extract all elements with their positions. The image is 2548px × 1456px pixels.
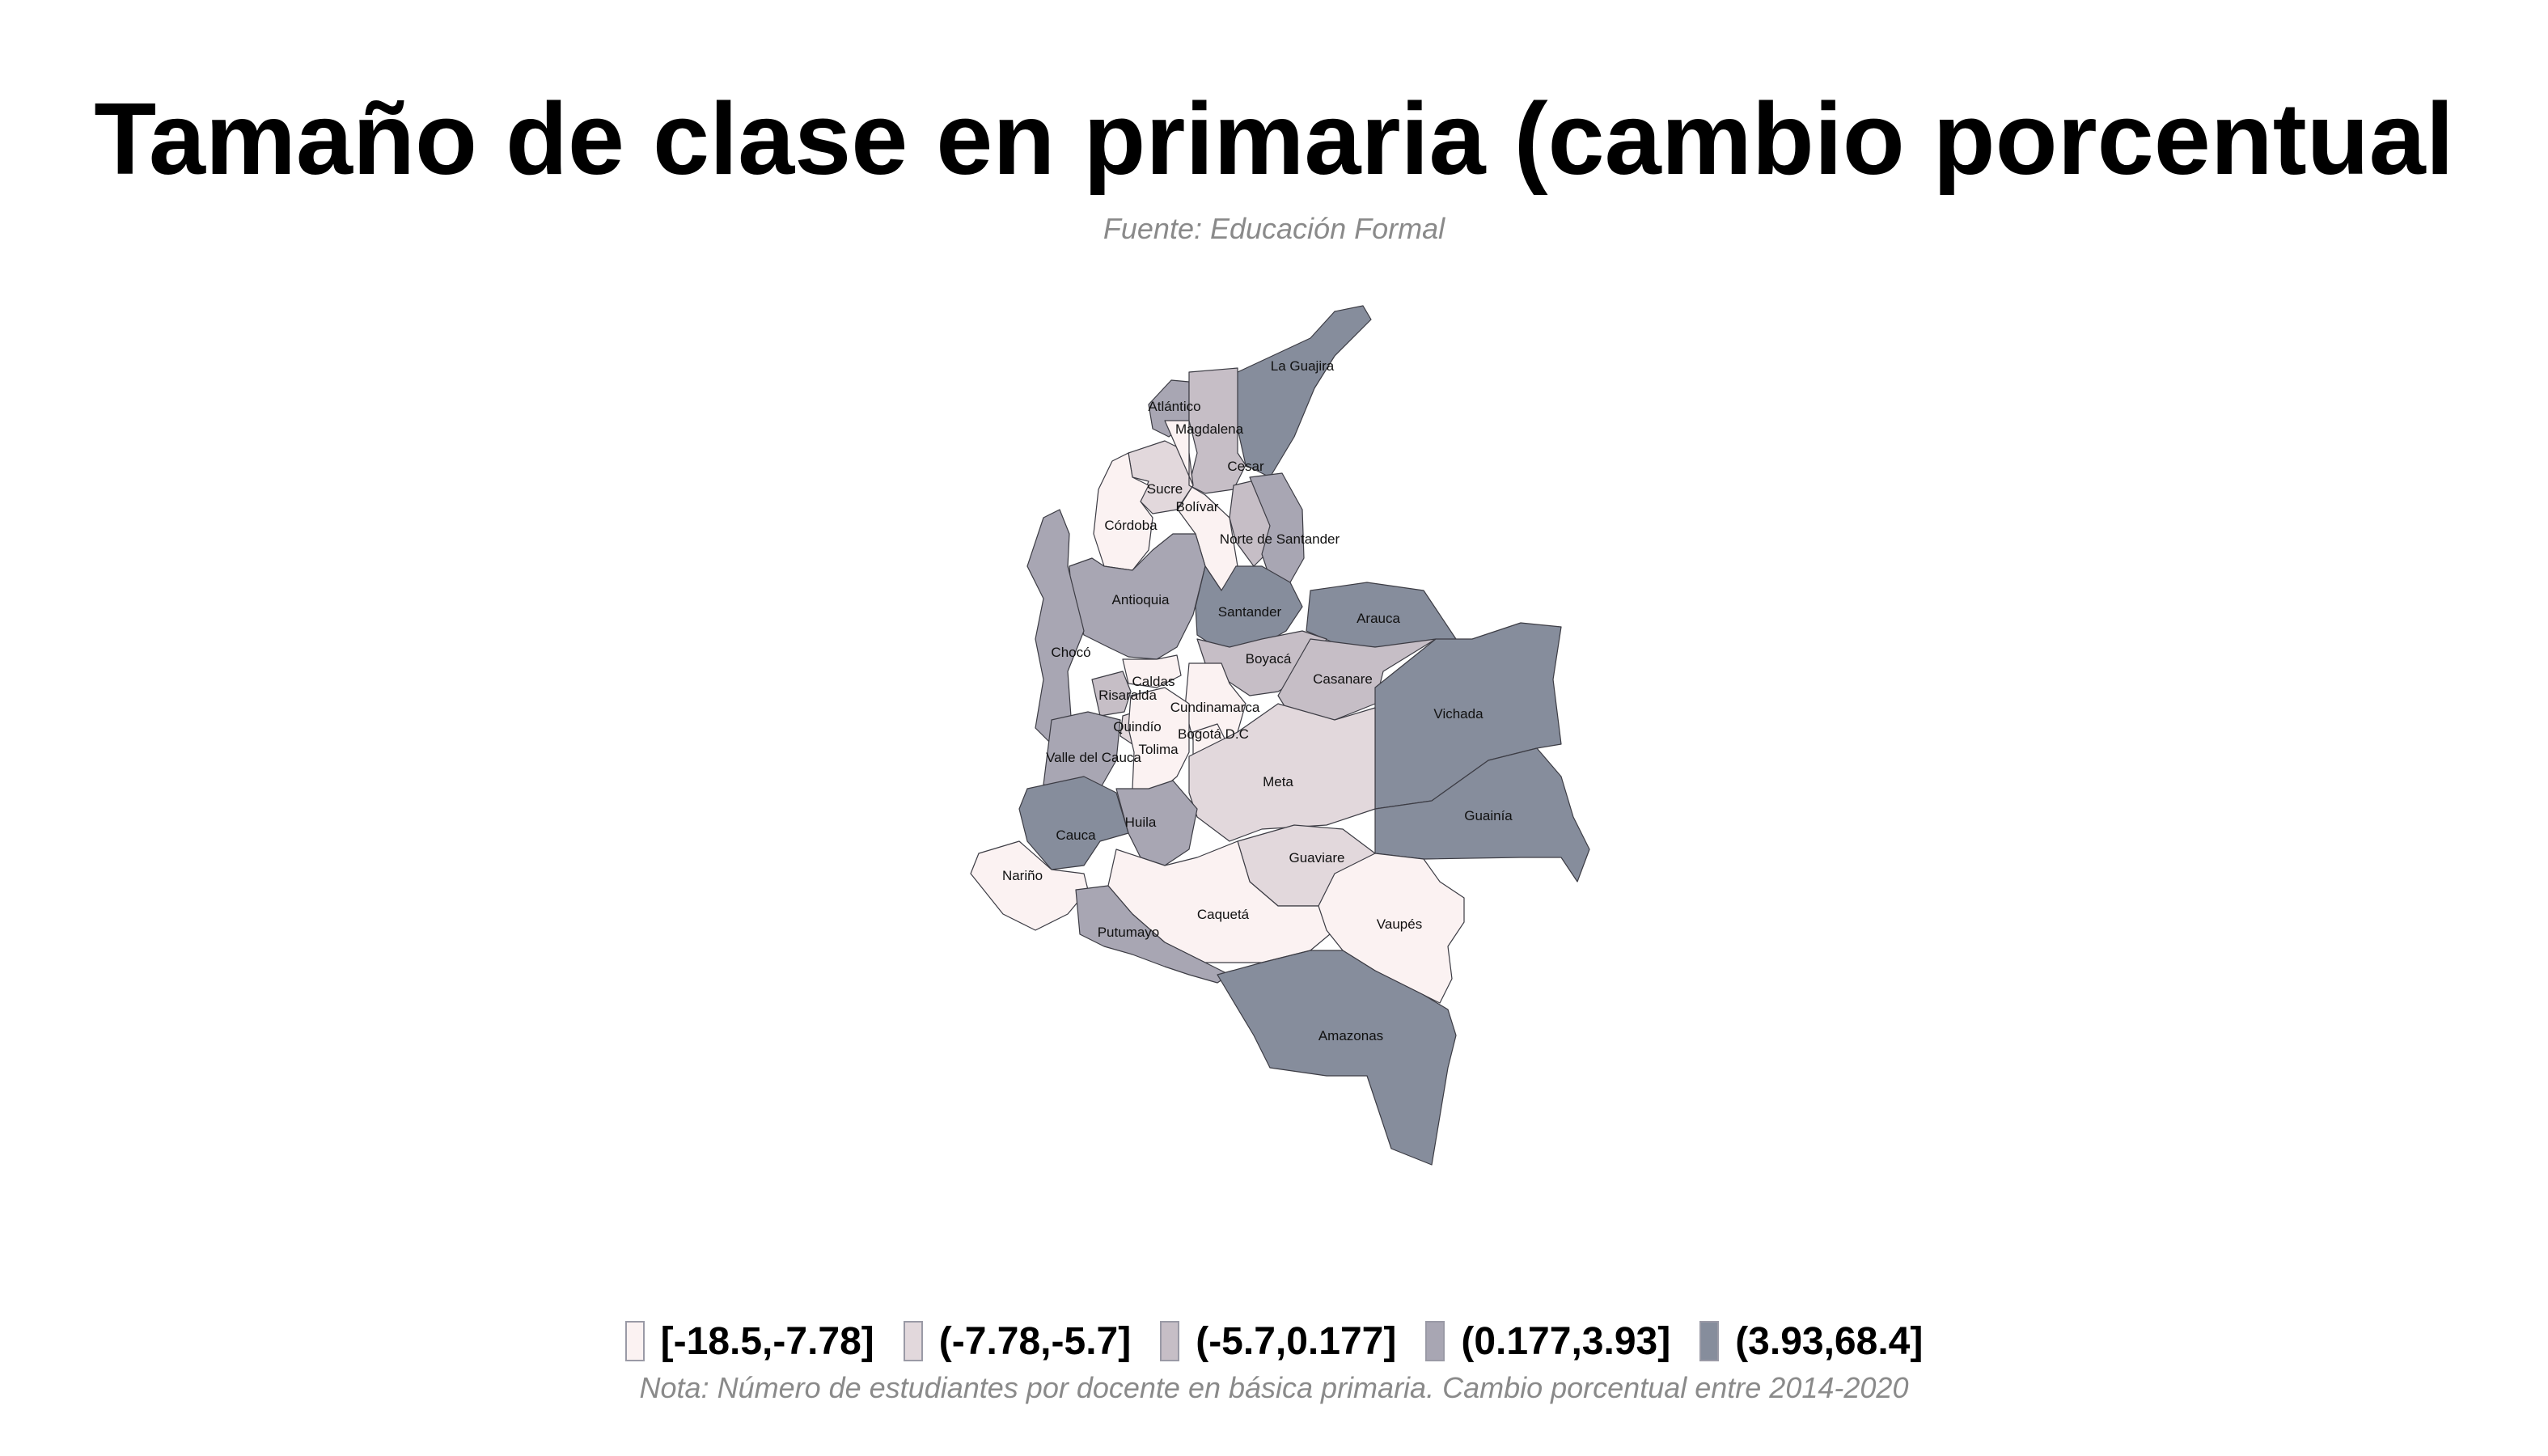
label-cundinamarca: Cundinamarca bbox=[1170, 700, 1260, 715]
label-caldas: Caldas bbox=[1132, 674, 1175, 689]
legend: [-18.5,-7.78] (-7.78,-5.7] (-5.7,0.177] … bbox=[0, 1309, 2548, 1373]
legend-item-3: (-5.7,0.177] bbox=[1160, 1319, 1396, 1364]
region-choco bbox=[1026, 509, 1085, 745]
legend-item-5: (3.93,68.4] bbox=[1699, 1319, 1923, 1364]
legend-label-2: (-7.78,-5.7] bbox=[938, 1319, 1132, 1363]
legend-item-4: (0.177,3.93] bbox=[1425, 1319, 1670, 1364]
region-risaralda bbox=[1091, 671, 1132, 717]
label-sucre: Sucre bbox=[1147, 481, 1183, 497]
label-bolivar: Bolívar bbox=[1176, 499, 1219, 514]
region-magdalena bbox=[1188, 367, 1246, 494]
label-vichada: Vichada bbox=[1433, 706, 1484, 722]
legend-swatch-5 bbox=[1699, 1321, 1720, 1361]
map-subtitle: Fuente: Educación Formal bbox=[1103, 212, 1445, 245]
region-caldas bbox=[1122, 654, 1182, 688]
label-santander: Santander bbox=[1218, 604, 1282, 620]
label-boyaca: Boyacá bbox=[1246, 651, 1292, 667]
label-huila: Huila bbox=[1125, 815, 1157, 830]
region-vaupes bbox=[1318, 853, 1465, 1004]
legend-swatch-1 bbox=[624, 1321, 645, 1361]
label-valle-del-cauca: Valle del Cauca bbox=[1046, 750, 1141, 765]
region-huila bbox=[1115, 780, 1198, 866]
region-la-guajira bbox=[1235, 305, 1372, 478]
region-amazonas bbox=[1217, 950, 1457, 1166]
label-caqueta: Caquetá bbox=[1197, 907, 1250, 922]
legend-item-1: [-18.5,-7.78] bbox=[624, 1319, 874, 1364]
label-meta: Meta bbox=[1263, 774, 1293, 789]
label-cordoba: Córdoba bbox=[1104, 518, 1158, 533]
label-cauca: Cauca bbox=[1056, 827, 1096, 843]
label-cesar: Cesar bbox=[1227, 459, 1264, 474]
label-la-guajira: La Guajira bbox=[1271, 358, 1335, 374]
label-arauca: Arauca bbox=[1357, 611, 1400, 626]
label-risaralda: Risaralda bbox=[1098, 688, 1157, 703]
map-note: Nota: Número de estudiantes por docente … bbox=[639, 1371, 1909, 1404]
label-bogota-d-c: Bogotá D.C bbox=[1178, 726, 1249, 742]
region-santander bbox=[1195, 565, 1303, 652]
region-cauca bbox=[1018, 776, 1129, 870]
region-putumayo bbox=[1075, 885, 1230, 984]
legend-label-1: [-18.5,-7.78] bbox=[660, 1319, 874, 1363]
label-norte-de-santander: Norte de Santander bbox=[1220, 531, 1340, 547]
map-title: Tamaño de clase en primaria (cambio porc… bbox=[94, 82, 2454, 196]
label-choco: Chocó bbox=[1051, 645, 1090, 660]
label-casanare: Casanare bbox=[1313, 671, 1373, 687]
legend-swatch-4 bbox=[1425, 1321, 1445, 1361]
legend-label-4: (0.177,3.93] bbox=[1461, 1319, 1671, 1363]
label-vaupes: Vaupés bbox=[1377, 916, 1422, 932]
label-narino: Nariño bbox=[1002, 868, 1043, 883]
label-tolima: Tolima bbox=[1138, 742, 1179, 757]
label-antioquia: Antioquia bbox=[1112, 592, 1170, 607]
label-putumayo: Putumayo bbox=[1098, 925, 1160, 940]
label-magdalena: Magdalena bbox=[1175, 421, 1244, 437]
label-amazonas: Amazonas bbox=[1318, 1028, 1383, 1043]
label-guainia: Guainía bbox=[1464, 808, 1513, 823]
legend-label-3: (-5.7,0.177] bbox=[1196, 1319, 1397, 1363]
label-guaviare: Guaviare bbox=[1289, 850, 1345, 866]
legend-swatch-3 bbox=[1160, 1321, 1180, 1361]
legend-label-5: (3.93,68.4] bbox=[1735, 1319, 1924, 1363]
label-atlantico: Atlántico bbox=[1148, 399, 1200, 414]
label-quindio: Quindío bbox=[1113, 719, 1162, 734]
region-cordoba bbox=[1093, 452, 1153, 571]
legend-swatch-2 bbox=[903, 1321, 923, 1361]
legend-item-2: (-7.78,-5.7] bbox=[903, 1319, 1132, 1364]
